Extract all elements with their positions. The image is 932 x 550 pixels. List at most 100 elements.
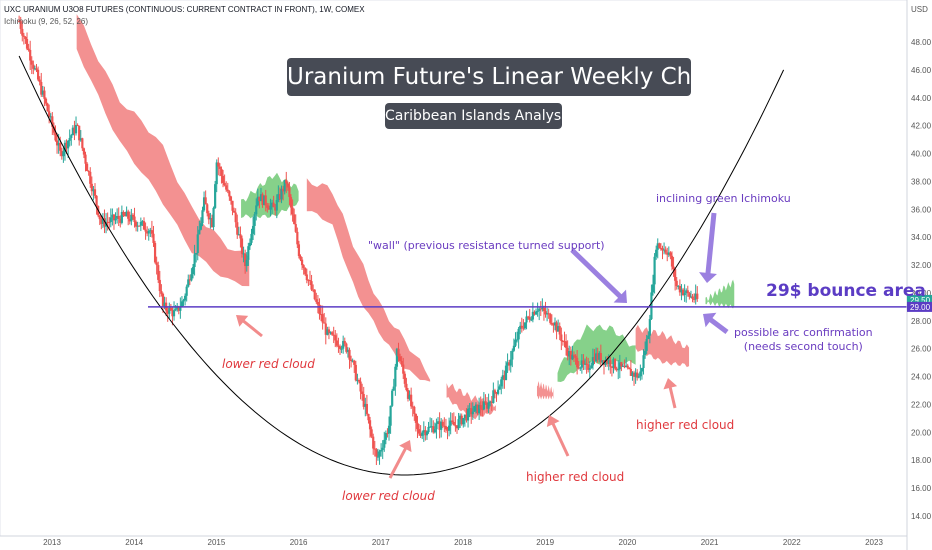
candle-body [558, 326, 561, 335]
candle-body [139, 221, 142, 226]
candle-body [596, 353, 599, 360]
candle-body [373, 448, 376, 450]
candle-body [383, 439, 386, 448]
candle-body [33, 68, 37, 70]
candle-body [569, 351, 572, 360]
y-tick-label: 44.00 [911, 94, 932, 103]
candle-body [93, 189, 97, 196]
candle-body [560, 334, 563, 342]
candle-body [79, 138, 82, 141]
candle-body [98, 215, 101, 220]
candle-body [225, 185, 228, 190]
candle-body [493, 390, 497, 393]
y-tick-label: 22.00 [911, 400, 932, 409]
candle-body [134, 222, 138, 227]
candle-body [531, 311, 534, 320]
candle-body [52, 126, 55, 133]
candle-body [177, 306, 180, 311]
candle-body [223, 182, 226, 186]
candle-body [233, 210, 236, 213]
candle-body [123, 215, 127, 217]
annotation-wall: "wall" (previous resistance turned suppo… [368, 239, 605, 252]
candle-body [651, 284, 655, 293]
chart-title: Uranium Future's Linear Weekly Chart [287, 58, 724, 96]
candle-body [266, 205, 269, 208]
candle-body [49, 116, 52, 118]
candle-body [384, 432, 387, 440]
candle-body [316, 301, 319, 305]
candle-body [264, 195, 267, 206]
candle-body [595, 353, 598, 362]
candle-body [422, 430, 425, 433]
candle-body [637, 376, 640, 378]
candle-body [55, 140, 59, 146]
candle-body [354, 364, 357, 381]
candle-body [103, 218, 106, 227]
y-tick-label: 32.00 [911, 261, 932, 270]
candle-body [381, 447, 384, 451]
ichimoku-cloud-red [306, 178, 431, 382]
candle-body [585, 363, 588, 365]
candle-body [149, 230, 152, 232]
candle-body [460, 415, 463, 425]
candle-body [218, 166, 221, 169]
annotation-lower-red-cloud-1: lower red cloud [222, 357, 315, 371]
annotation-inclining-green: inclining green Ichimoku [656, 192, 791, 205]
candle-body [95, 195, 98, 207]
chart-subtitle: Caribbean Islands Analysis [385, 103, 572, 129]
candle-body [626, 365, 629, 368]
candle-body [157, 265, 160, 280]
candle-body [367, 413, 370, 421]
candle-body [564, 341, 568, 348]
candle-body [506, 362, 509, 366]
candle-body [462, 418, 465, 425]
candle-body [247, 246, 250, 260]
candle-body [158, 279, 161, 292]
candle-body [337, 345, 340, 347]
candle-body [289, 197, 293, 208]
candle-body [190, 274, 193, 281]
candle-body [191, 266, 195, 275]
y-tick-label: 30.00 [911, 289, 932, 298]
x-tick-label: 2017 [372, 538, 390, 547]
candle-body [326, 329, 329, 335]
candle-body [681, 289, 685, 296]
candle-body [686, 290, 689, 294]
candle-body [221, 175, 225, 183]
candle-body [60, 150, 63, 157]
candle-body [416, 422, 419, 430]
candle-body [538, 308, 541, 311]
arrow-wall [570, 248, 627, 303]
candle-body [647, 335, 650, 340]
candle-body [62, 151, 65, 157]
candle-body [514, 339, 517, 346]
candle-body [615, 368, 618, 370]
arrow-lower-red-cloud-2 [388, 440, 412, 479]
candle-body [226, 189, 229, 192]
candle-body [612, 358, 615, 368]
candle-body [351, 360, 354, 362]
candle-body [640, 367, 644, 372]
candle-body [22, 35, 25, 37]
candle-body [253, 214, 256, 226]
candle-body [106, 221, 109, 223]
candle-body [217, 162, 220, 167]
candle-body [299, 255, 302, 260]
candle-body [397, 348, 400, 357]
candle-body [204, 197, 207, 205]
candle-body [544, 311, 547, 315]
candle-body [424, 430, 427, 436]
x-tick-label: 2022 [783, 538, 801, 547]
candle-body [572, 354, 576, 356]
candle-body [63, 142, 67, 152]
candle-body [452, 421, 455, 426]
candle-body [503, 375, 506, 381]
candle-body [150, 230, 154, 234]
candle-body [25, 39, 29, 49]
candle-body [621, 365, 625, 367]
candle-body [378, 451, 381, 457]
x-tick-label: 2023 [865, 538, 883, 547]
candle-body [329, 332, 332, 334]
candle-body [457, 419, 460, 429]
candle-body [19, 21, 22, 29]
